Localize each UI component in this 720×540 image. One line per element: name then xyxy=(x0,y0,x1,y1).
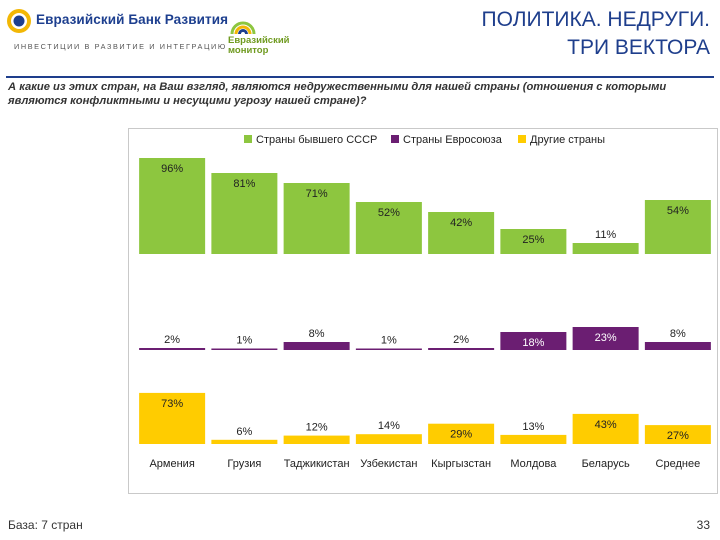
survey-question: А какие из этих стран, на Ваш взгляд, яв… xyxy=(8,81,667,107)
data-label: 2% xyxy=(453,334,469,346)
bar xyxy=(500,434,567,444)
data-label: 18% xyxy=(522,337,544,349)
legend-item-1: Страны бывшего СССР xyxy=(244,134,377,146)
title-divider xyxy=(6,76,714,78)
legend-item-3: Другие страны xyxy=(518,134,605,146)
rainbow-arc-icon xyxy=(230,21,256,35)
data-label: 13% xyxy=(522,421,544,433)
legend-label: Страны Евросоюза xyxy=(403,134,503,146)
bar xyxy=(283,342,350,350)
category-label: Кыргызстан xyxy=(431,458,491,470)
bar xyxy=(572,327,639,350)
data-label: 12% xyxy=(306,422,328,434)
bar xyxy=(500,229,567,254)
category-label: Грузия xyxy=(227,458,261,470)
bank-name: Евразийский Банк Развития xyxy=(36,12,229,27)
data-label: 73% xyxy=(161,398,183,410)
title-line-1: ПОЛИТИКА. НЕДРУГИ. xyxy=(481,8,710,31)
bar xyxy=(500,332,567,350)
category-label: Армения xyxy=(149,458,194,470)
bar xyxy=(428,423,495,444)
bar xyxy=(355,434,422,444)
data-label: 1% xyxy=(381,335,397,347)
bar xyxy=(283,183,350,254)
data-label: 14% xyxy=(378,420,400,432)
bank-emblem-icon xyxy=(7,9,31,33)
data-label: 54% xyxy=(667,205,689,217)
legend-swatch xyxy=(244,135,252,143)
data-label: 43% xyxy=(595,419,617,431)
category-label: Беларусь xyxy=(582,458,630,470)
series-2: 2% 1% 8% 1% 2% 18% 23% 8% xyxy=(139,327,711,350)
category-label: Таджикистан xyxy=(284,458,350,470)
data-label: 8% xyxy=(670,328,686,340)
bank-logo: Евразийский Банк Развития ИНВЕСТИЦИИ В Р… xyxy=(6,8,228,54)
bar xyxy=(644,200,711,254)
series-1: 96% 81% 71% 52% 42% 25% 11% 54% xyxy=(139,158,711,254)
legend-label: Страны бывшего СССР xyxy=(256,134,377,146)
legend-swatch xyxy=(391,135,399,143)
data-label: 25% xyxy=(522,234,544,246)
data-label: 29% xyxy=(450,429,472,441)
data-label: 6% xyxy=(236,426,252,438)
category-label: Среднее xyxy=(656,458,701,470)
legend-label: Другие страны xyxy=(530,134,605,146)
base-note: База: 7 стран xyxy=(8,518,83,532)
data-label: 81% xyxy=(233,178,255,190)
bar xyxy=(211,348,278,350)
bar xyxy=(572,243,639,254)
bar xyxy=(428,212,495,254)
bar xyxy=(211,439,278,444)
bar xyxy=(211,173,278,254)
bar xyxy=(355,202,422,254)
series-3: 73% 6% 12% 14% 29% 13% 43% 27% xyxy=(139,392,711,444)
legend-item-2: Страны Евросоюза xyxy=(391,134,503,146)
slide-title: ПОЛИТИКА. НЕДРУГИ. ТРИ ВЕКТОРА xyxy=(482,6,710,62)
monitor-logo: Евразийский монитор xyxy=(228,8,308,56)
bar xyxy=(428,348,495,350)
bar xyxy=(139,158,206,254)
data-label: 11% xyxy=(595,229,616,241)
bar-chart: Страны бывшего СССР Страны Евросоюза Други… xyxy=(139,134,711,470)
bank-tagline: ИНВЕСТИЦИИ В РАЗВИТИЕ И ИНТЕГРАЦИЮ xyxy=(14,42,227,51)
data-label: 2% xyxy=(164,334,180,346)
data-label: 1% xyxy=(236,335,252,347)
bar xyxy=(644,342,711,350)
bar xyxy=(572,413,639,444)
data-label: 23% xyxy=(595,332,617,344)
data-label: 71% xyxy=(306,188,328,200)
data-label: 96% xyxy=(161,163,183,175)
data-label: 42% xyxy=(450,217,472,229)
data-label: 8% xyxy=(309,328,325,340)
title-line-2: ТРИ ВЕКТОРА xyxy=(567,36,710,59)
monitor-line-2: монитор xyxy=(228,45,269,56)
category-label: Узбекистан xyxy=(360,458,417,470)
legend-swatch xyxy=(518,135,526,143)
bar xyxy=(139,392,206,444)
page-number: 33 xyxy=(696,518,710,532)
monitor-name: Евразийский монитор xyxy=(228,36,308,56)
data-label: 52% xyxy=(378,207,400,219)
monitor-line-1: Евразийский xyxy=(228,35,290,46)
bar xyxy=(139,348,206,350)
chart-frame xyxy=(128,128,718,494)
category-label: Молдова xyxy=(510,458,557,470)
data-label: 27% xyxy=(667,430,689,442)
bar xyxy=(283,435,350,444)
bar xyxy=(644,425,711,444)
bar xyxy=(355,348,422,350)
